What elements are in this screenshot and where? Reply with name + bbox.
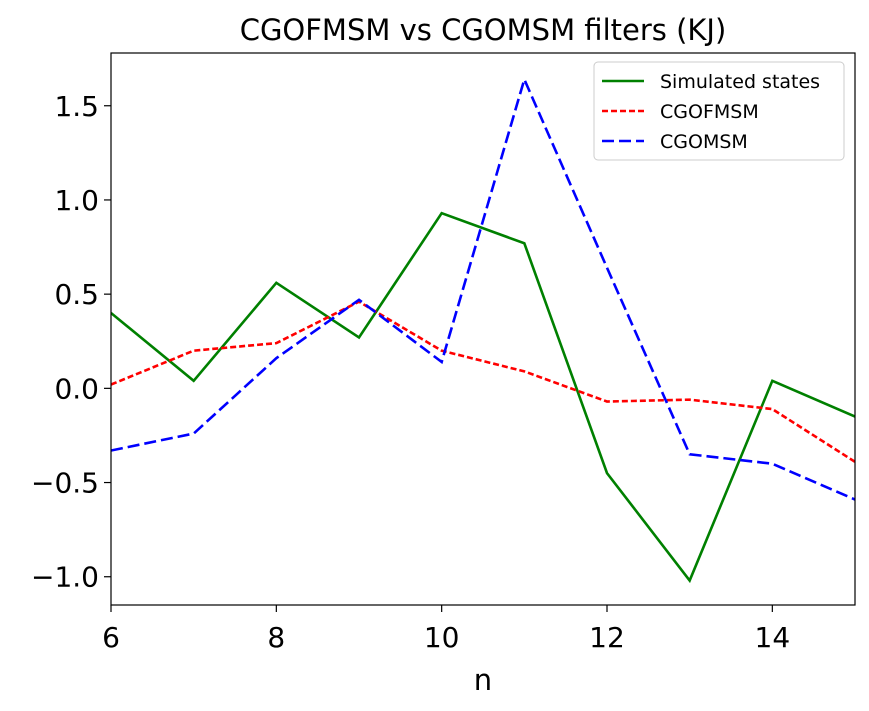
axes: 6 8 10 12 14 −1.0 −0.5 0.0 0.5 1.0 1.5 <box>31 52 856 654</box>
y-tick-label: −0.5 <box>31 467 99 500</box>
y-tick-label: 0.0 <box>54 372 99 405</box>
legend-label-1: Simulated states <box>660 71 820 93</box>
series-line-2 <box>111 300 855 463</box>
legend-box <box>593 61 845 161</box>
chart-title: CGOFMSM vs CGOMSM filters (KJ) <box>240 13 727 47</box>
plot-area <box>111 75 855 584</box>
x-tick-label: 6 <box>102 621 120 654</box>
y-tick-label: −1.0 <box>31 561 99 594</box>
x-tick-label: 8 <box>267 621 285 654</box>
legend: Simulated states CGOFMSM CGOMSM <box>593 61 845 161</box>
y-tick-label: 0.5 <box>54 278 99 311</box>
series-line-1 <box>111 211 855 584</box>
legend-label-3: CGOMSM <box>660 131 748 153</box>
x-tick-label: 14 <box>755 621 791 654</box>
y-tick-label: 1.5 <box>54 90 99 123</box>
x-tick-label: 10 <box>424 621 460 654</box>
axes-frame <box>110 52 856 606</box>
x-tick-label: 12 <box>589 621 625 654</box>
legend-label-2: CGOFMSM <box>660 101 759 123</box>
x-axis-label: n <box>474 663 492 697</box>
y-tick-label: 1.0 <box>54 184 99 217</box>
series-line-3 <box>111 75 855 501</box>
